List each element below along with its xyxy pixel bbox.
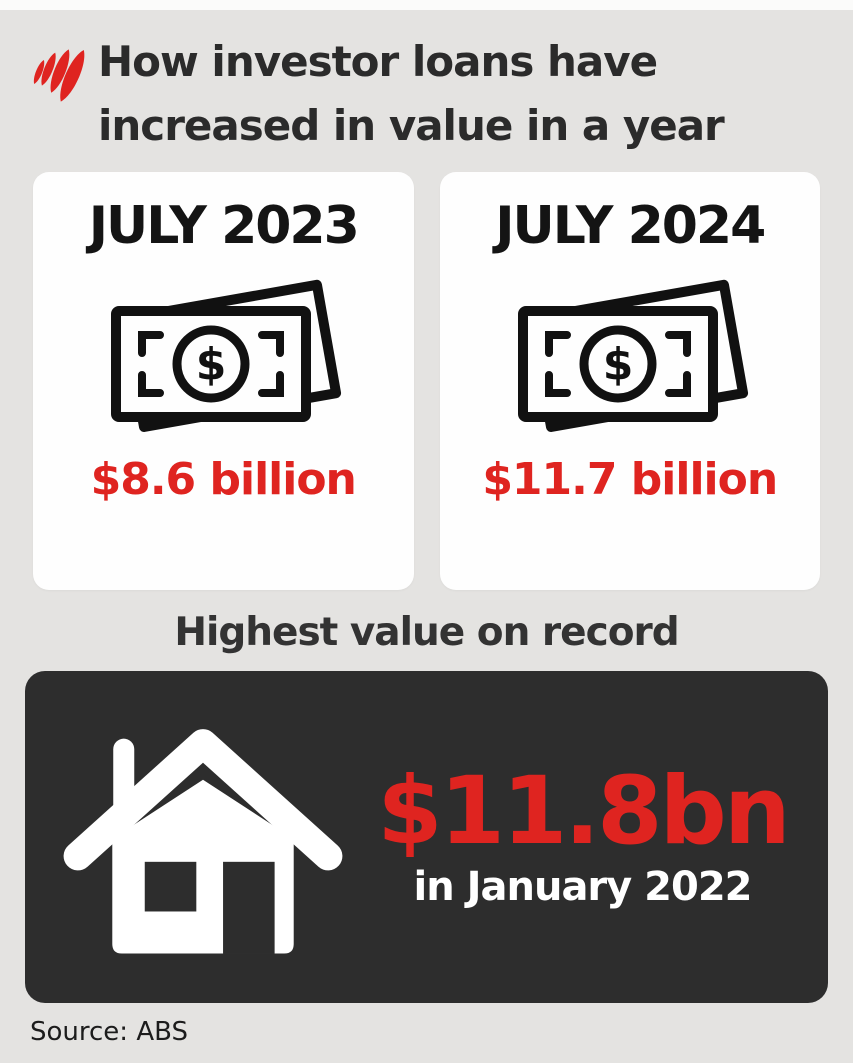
card-value: $11.7 billion xyxy=(482,453,778,505)
card-july-2024: JULY 2024 $ $11.7 billion xyxy=(439,171,820,590)
comparison-cards: JULY 2023 $ $8.6 billion JULY 2024 xyxy=(33,171,820,590)
sbs-flame-logo-icon xyxy=(31,47,90,105)
svg-text:$: $ xyxy=(196,339,227,390)
record-heading: Highest value on record xyxy=(174,609,679,655)
record-value: $11.8bn xyxy=(377,757,791,867)
record-caption: in January 2022 xyxy=(413,864,753,910)
record-text: $11.8bn in January 2022 xyxy=(351,763,828,910)
record-card: $11.8bn in January 2022 xyxy=(25,670,828,1003)
svg-text:$: $ xyxy=(602,339,633,390)
card-value: $8.6 billion xyxy=(90,453,357,505)
banknotes-icon: $ xyxy=(111,279,342,432)
page-title-line1: How investor loans have xyxy=(98,37,658,86)
page-title: How investor loans have increased in val… xyxy=(98,30,725,158)
source-attribution: Source: ABS xyxy=(30,1016,188,1047)
page-title-line2: increased in value in a year xyxy=(98,100,725,150)
card-period-label: JULY 2023 xyxy=(88,195,360,256)
card-july-2023: JULY 2023 $ $8.6 billion xyxy=(33,171,414,590)
top-strip xyxy=(0,0,853,10)
house-icon xyxy=(63,728,343,954)
header: How investor loans have increased in val… xyxy=(0,10,853,158)
card-period-label: JULY 2024 xyxy=(495,195,766,256)
banknotes-icon: $ xyxy=(517,279,748,432)
